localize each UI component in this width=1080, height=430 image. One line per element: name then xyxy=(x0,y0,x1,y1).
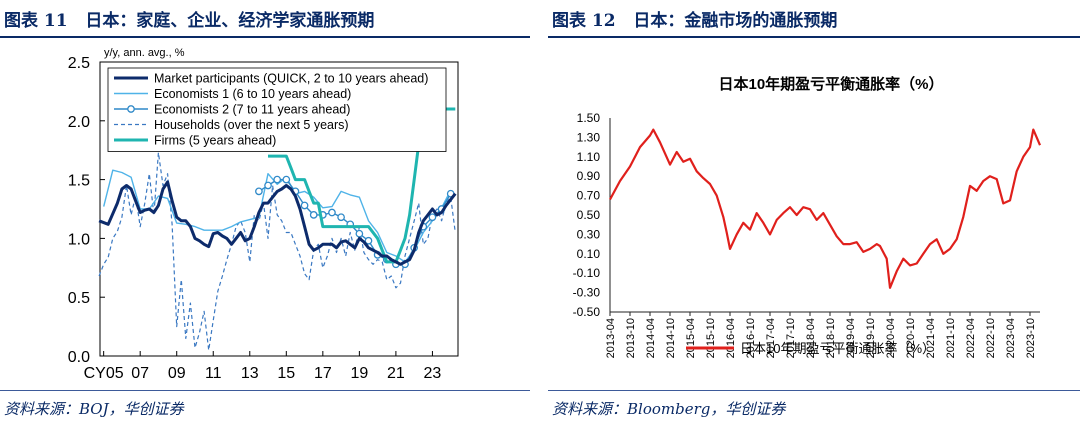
x-tick-label: 2014-10 xyxy=(665,318,677,358)
y-tick-label: -0.10 xyxy=(573,266,601,280)
right-source-rule xyxy=(548,390,1080,391)
x-tick-label: 13 xyxy=(241,365,259,382)
x-tick-label: 2020-10 xyxy=(905,318,917,358)
x-tick-label: 2018-10 xyxy=(825,318,837,358)
y-tick-label: 0.10 xyxy=(577,247,601,261)
legend-label-3: Households (over the next 5 years) xyxy=(154,118,349,132)
x-tick-label: 2015-10 xyxy=(705,318,717,358)
legend-marker-2 xyxy=(127,105,135,113)
y-tick-label: 1.10 xyxy=(577,150,601,164)
x-tick-label: 2022-04 xyxy=(965,318,977,358)
legend-label-0: Market participants (QUICK, 2 to 10 year… xyxy=(154,72,428,86)
x-tick-label: 2023-10 xyxy=(1025,318,1037,358)
x-tick-label: 2022-10 xyxy=(985,318,997,358)
y-tick-label: 0.70 xyxy=(577,189,601,203)
series-point-2 xyxy=(364,236,373,245)
y-tick-label: 0.50 xyxy=(577,208,601,222)
chart-title: 日本10年期盈亏平衡通胀率（%） xyxy=(718,75,943,93)
y-tick-label: 0.30 xyxy=(577,227,601,241)
x-tick-label: 11 xyxy=(205,365,222,382)
x-tick-label: 2023-04 xyxy=(1005,318,1017,358)
series-line-0 xyxy=(98,180,457,266)
left-source-note: 资料来源：BOJ，华创证券 xyxy=(4,400,184,418)
series-line-3 xyxy=(98,151,456,351)
series-point-2 xyxy=(355,229,364,238)
legend-box xyxy=(107,67,447,152)
x-tick-label: 17 xyxy=(314,365,332,382)
x-tick-label: 2019-04 xyxy=(845,318,857,358)
y-tick-label: 1.5 xyxy=(68,173,90,190)
y-tick-label: -0.30 xyxy=(573,286,601,300)
breakeven-series-line xyxy=(609,128,1042,289)
right-source-note: 资料来源：Bloomberg，华创证券 xyxy=(552,400,786,418)
x-tick-label: 2019-10 xyxy=(865,318,877,358)
series-point-2 xyxy=(273,175,282,184)
x-tick-label: 2014-04 xyxy=(645,318,657,358)
series-point-2 xyxy=(255,187,263,196)
y-tick-label: 0.5 xyxy=(68,290,90,307)
x-tick-label: 15 xyxy=(277,365,295,382)
x-tick-label: 2021-04 xyxy=(925,318,937,358)
y-tick-label: 0.90 xyxy=(577,169,601,183)
right-figure-title: 图表 12 日本：金融市场的通胀预期 xyxy=(552,11,838,31)
series-point-2 xyxy=(300,201,309,210)
series-point-2 xyxy=(428,213,437,222)
y-tick-label: 1.50 xyxy=(577,111,601,125)
y-tick-label: 1.30 xyxy=(577,130,601,144)
x-tick-label: 19 xyxy=(350,365,368,382)
left-figure-panel: 图表 11 日本：家庭、企业、经济学家通胀预期 y/y, ann. avg., … xyxy=(0,0,530,430)
left-figure-title: 图表 11 日本：家庭、企业、经济学家通胀预期 xyxy=(4,11,375,31)
x-tick-label: 2013-04 xyxy=(605,318,617,358)
left-source-rule xyxy=(0,390,530,391)
plot-frame xyxy=(99,61,459,357)
series-point-2 xyxy=(337,213,345,222)
x-tick-label: 2018-04 xyxy=(805,318,817,358)
x-tick-label: 2020-04 xyxy=(885,318,897,358)
y-axis-label: y/y, ann. avg., % xyxy=(104,47,185,59)
inflation-expectations-chart: y/y, ann. avg., % 0.0 0.5 1.0 1.5 2.0 2.5 CY05 0… xyxy=(68,47,459,382)
y-tick-label: 1.0 xyxy=(68,231,90,248)
x-tick-label: 2017-04 xyxy=(765,318,777,358)
series-point-2 xyxy=(282,175,291,184)
series-point-2 xyxy=(328,208,336,217)
x-tick-label: CY05 xyxy=(84,365,124,382)
y-tick-label: 2.5 xyxy=(68,55,90,72)
left-title-rule xyxy=(0,36,530,38)
y-tick-label: 0.0 xyxy=(68,349,90,366)
legend-label-2: Economists 2 (7 to 11 years ahead) xyxy=(154,103,350,117)
x-tick-label: 09 xyxy=(168,365,186,382)
x-tick-label: 23 xyxy=(424,365,442,382)
x-tick-label: 2016-04 xyxy=(725,318,737,358)
x-tick-label: 2017-10 xyxy=(785,318,797,358)
right-title-rule xyxy=(548,36,1080,38)
x-tick-label: 2015-04 xyxy=(685,318,697,358)
series-point-2 xyxy=(309,211,318,219)
right-figure-panel: 图表 12 日本：金融市场的通胀预期 日本10年期盈亏平衡通胀率（%） -0.50… xyxy=(548,0,1080,430)
legend-label-4: Firms (5 years ahead) xyxy=(154,134,276,148)
x-tick-label: 2021-10 xyxy=(945,318,957,358)
x-tick-label: 2016-10 xyxy=(745,318,757,358)
x-tick-label: 2013-10 xyxy=(625,318,637,358)
x-tick-label: 07 xyxy=(131,365,149,382)
legend-label: 日本10年期盈亏平衡通胀率（%） xyxy=(740,341,935,356)
y-tick-label: -0.50 xyxy=(573,305,601,319)
x-tick-label: 21 xyxy=(387,365,405,382)
y-tick-label: 2.0 xyxy=(68,114,90,131)
breakeven-inflation-chart: 日本10年期盈亏平衡通胀率（%） -0.50 -0.30 -0.10 0.10 0.30 0… xyxy=(573,75,1042,358)
legend-label-1: Economists 1 (6 to 10 years ahead) xyxy=(154,87,351,101)
series-point-2 xyxy=(264,181,272,190)
